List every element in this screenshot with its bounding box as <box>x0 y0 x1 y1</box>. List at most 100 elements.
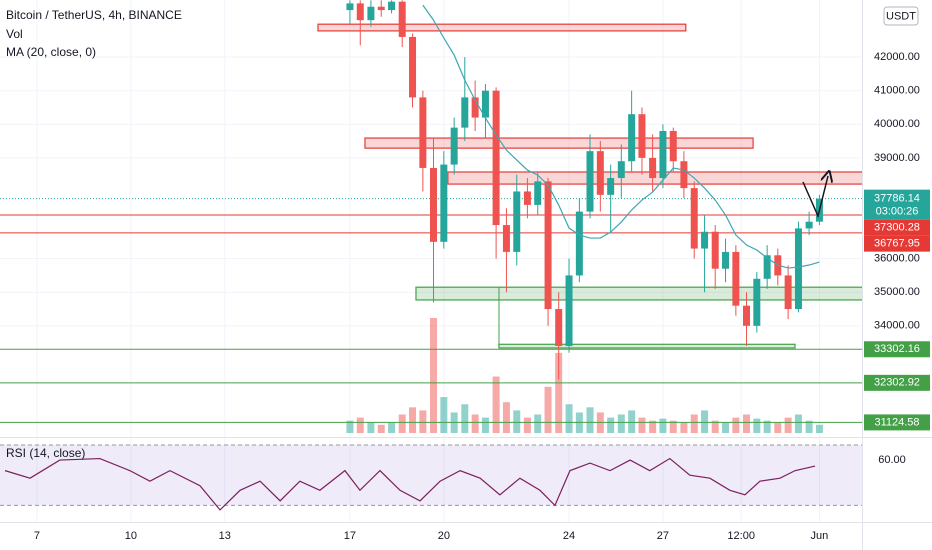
volume-bar <box>513 410 521 433</box>
price-line-label: 37300.28 <box>874 222 920 234</box>
volume-bar <box>607 417 615 433</box>
volume-bar <box>586 407 594 433</box>
candle-body <box>701 231 709 249</box>
volume-bar <box>690 414 698 433</box>
volume-bar <box>784 417 792 433</box>
candle-body <box>440 164 448 242</box>
rsi-band <box>0 444 862 506</box>
volume-bar <box>815 424 823 433</box>
volume-bar <box>481 417 489 433</box>
currency-label[interactable]: USDT <box>886 10 916 22</box>
countdown-label: 03:00:26 <box>876 206 919 218</box>
zone-box <box>415 286 862 301</box>
price-line-badge <box>864 341 930 358</box>
volume-bar <box>523 417 531 433</box>
rsi-pane <box>0 438 862 522</box>
candle-body <box>430 167 438 242</box>
x-tick-label: 7 <box>34 530 40 542</box>
price-line-label: 33302.16 <box>874 343 920 355</box>
last-price-label: 37786.14 <box>874 193 920 205</box>
candle-body <box>753 278 761 326</box>
candle-body <box>575 211 583 276</box>
candle-body <box>513 191 521 252</box>
y-tick-label: 34000.00 <box>874 320 920 332</box>
candle-body <box>805 221 813 229</box>
ma-legend: MA (20, close, 0) <box>6 45 96 59</box>
y-tick-label: 36000.00 <box>874 253 920 265</box>
y-tick-label: 40000.00 <box>874 118 920 130</box>
x-tick-label: 13 <box>219 530 231 542</box>
price-line-label: 31124.58 <box>874 416 919 428</box>
volume-bar <box>722 422 730 433</box>
x-tick-label: 27 <box>657 530 669 542</box>
y-tick-label: 39000.00 <box>874 152 920 164</box>
candle-body <box>398 1 406 37</box>
volume-bar <box>638 417 646 433</box>
volume-bar <box>753 418 761 433</box>
volume-bar <box>419 410 427 433</box>
volume-bar <box>649 420 657 433</box>
candle-body <box>596 151 604 195</box>
rsi-legend: RSI (14, close) <box>6 446 85 460</box>
price-line-badge <box>864 374 930 391</box>
volume-bar <box>388 422 396 433</box>
volume-bar <box>461 404 469 433</box>
symbol-title: Bitcoin / TetherUS, 4h, BINANCE <box>6 8 182 22</box>
candle-body <box>450 127 458 165</box>
volume-bar <box>440 397 448 433</box>
y-tick-label: 42000.00 <box>874 51 920 63</box>
x-tick-label: 17 <box>344 530 356 542</box>
ma-line <box>422 4 820 269</box>
volume-bar <box>794 414 802 433</box>
candle-body <box>784 275 792 310</box>
candle-body <box>492 90 500 226</box>
volume-bar <box>763 420 771 433</box>
volume-bar <box>774 422 782 433</box>
candle-body <box>356 3 364 21</box>
candle-body <box>377 6 385 11</box>
zone-box <box>364 137 754 149</box>
price-line-label: 32302.92 <box>874 377 920 389</box>
volume-bar <box>732 417 740 433</box>
volume-bar <box>669 420 677 433</box>
volume-bar <box>409 407 417 433</box>
volume-legend: Vol <box>6 27 23 41</box>
zone-box <box>447 171 862 185</box>
y-tick-label: 35000.00 <box>874 286 920 298</box>
y-tick-label: 41000.00 <box>874 85 920 97</box>
currency-badge[interactable] <box>883 6 919 26</box>
zone-box <box>317 23 687 32</box>
price-line-badge <box>864 219 930 236</box>
candle-body <box>659 130 667 179</box>
volume-bar <box>565 404 573 433</box>
volume-bar <box>555 352 563 433</box>
candle-body <box>367 6 375 21</box>
volume-bar <box>711 420 719 433</box>
volume-bar <box>377 424 385 433</box>
candle-body <box>690 188 698 249</box>
volume-bar <box>534 414 542 433</box>
candle-body <box>523 191 531 205</box>
candle-body <box>649 157 657 179</box>
volume-bar <box>502 402 510 433</box>
rsi-line <box>4 457 816 511</box>
candle-body <box>711 231 719 269</box>
candle-body <box>555 309 563 346</box>
candle-body <box>388 1 396 11</box>
candle-body <box>680 161 688 189</box>
candle-body <box>346 3 354 11</box>
volume-bar <box>701 410 709 433</box>
x-tick-label: 12:00 <box>727 530 755 542</box>
volume-bar <box>471 414 479 433</box>
candle-body <box>419 97 427 168</box>
candle-body <box>544 181 552 310</box>
candle-body <box>409 36 417 98</box>
candle-body <box>669 130 677 162</box>
candle-body <box>586 151 594 212</box>
x-tick-label: Jun <box>811 530 829 542</box>
zone-box <box>498 343 796 349</box>
candle-body <box>565 275 573 346</box>
candle-body <box>638 114 646 158</box>
candle-body <box>763 255 771 279</box>
